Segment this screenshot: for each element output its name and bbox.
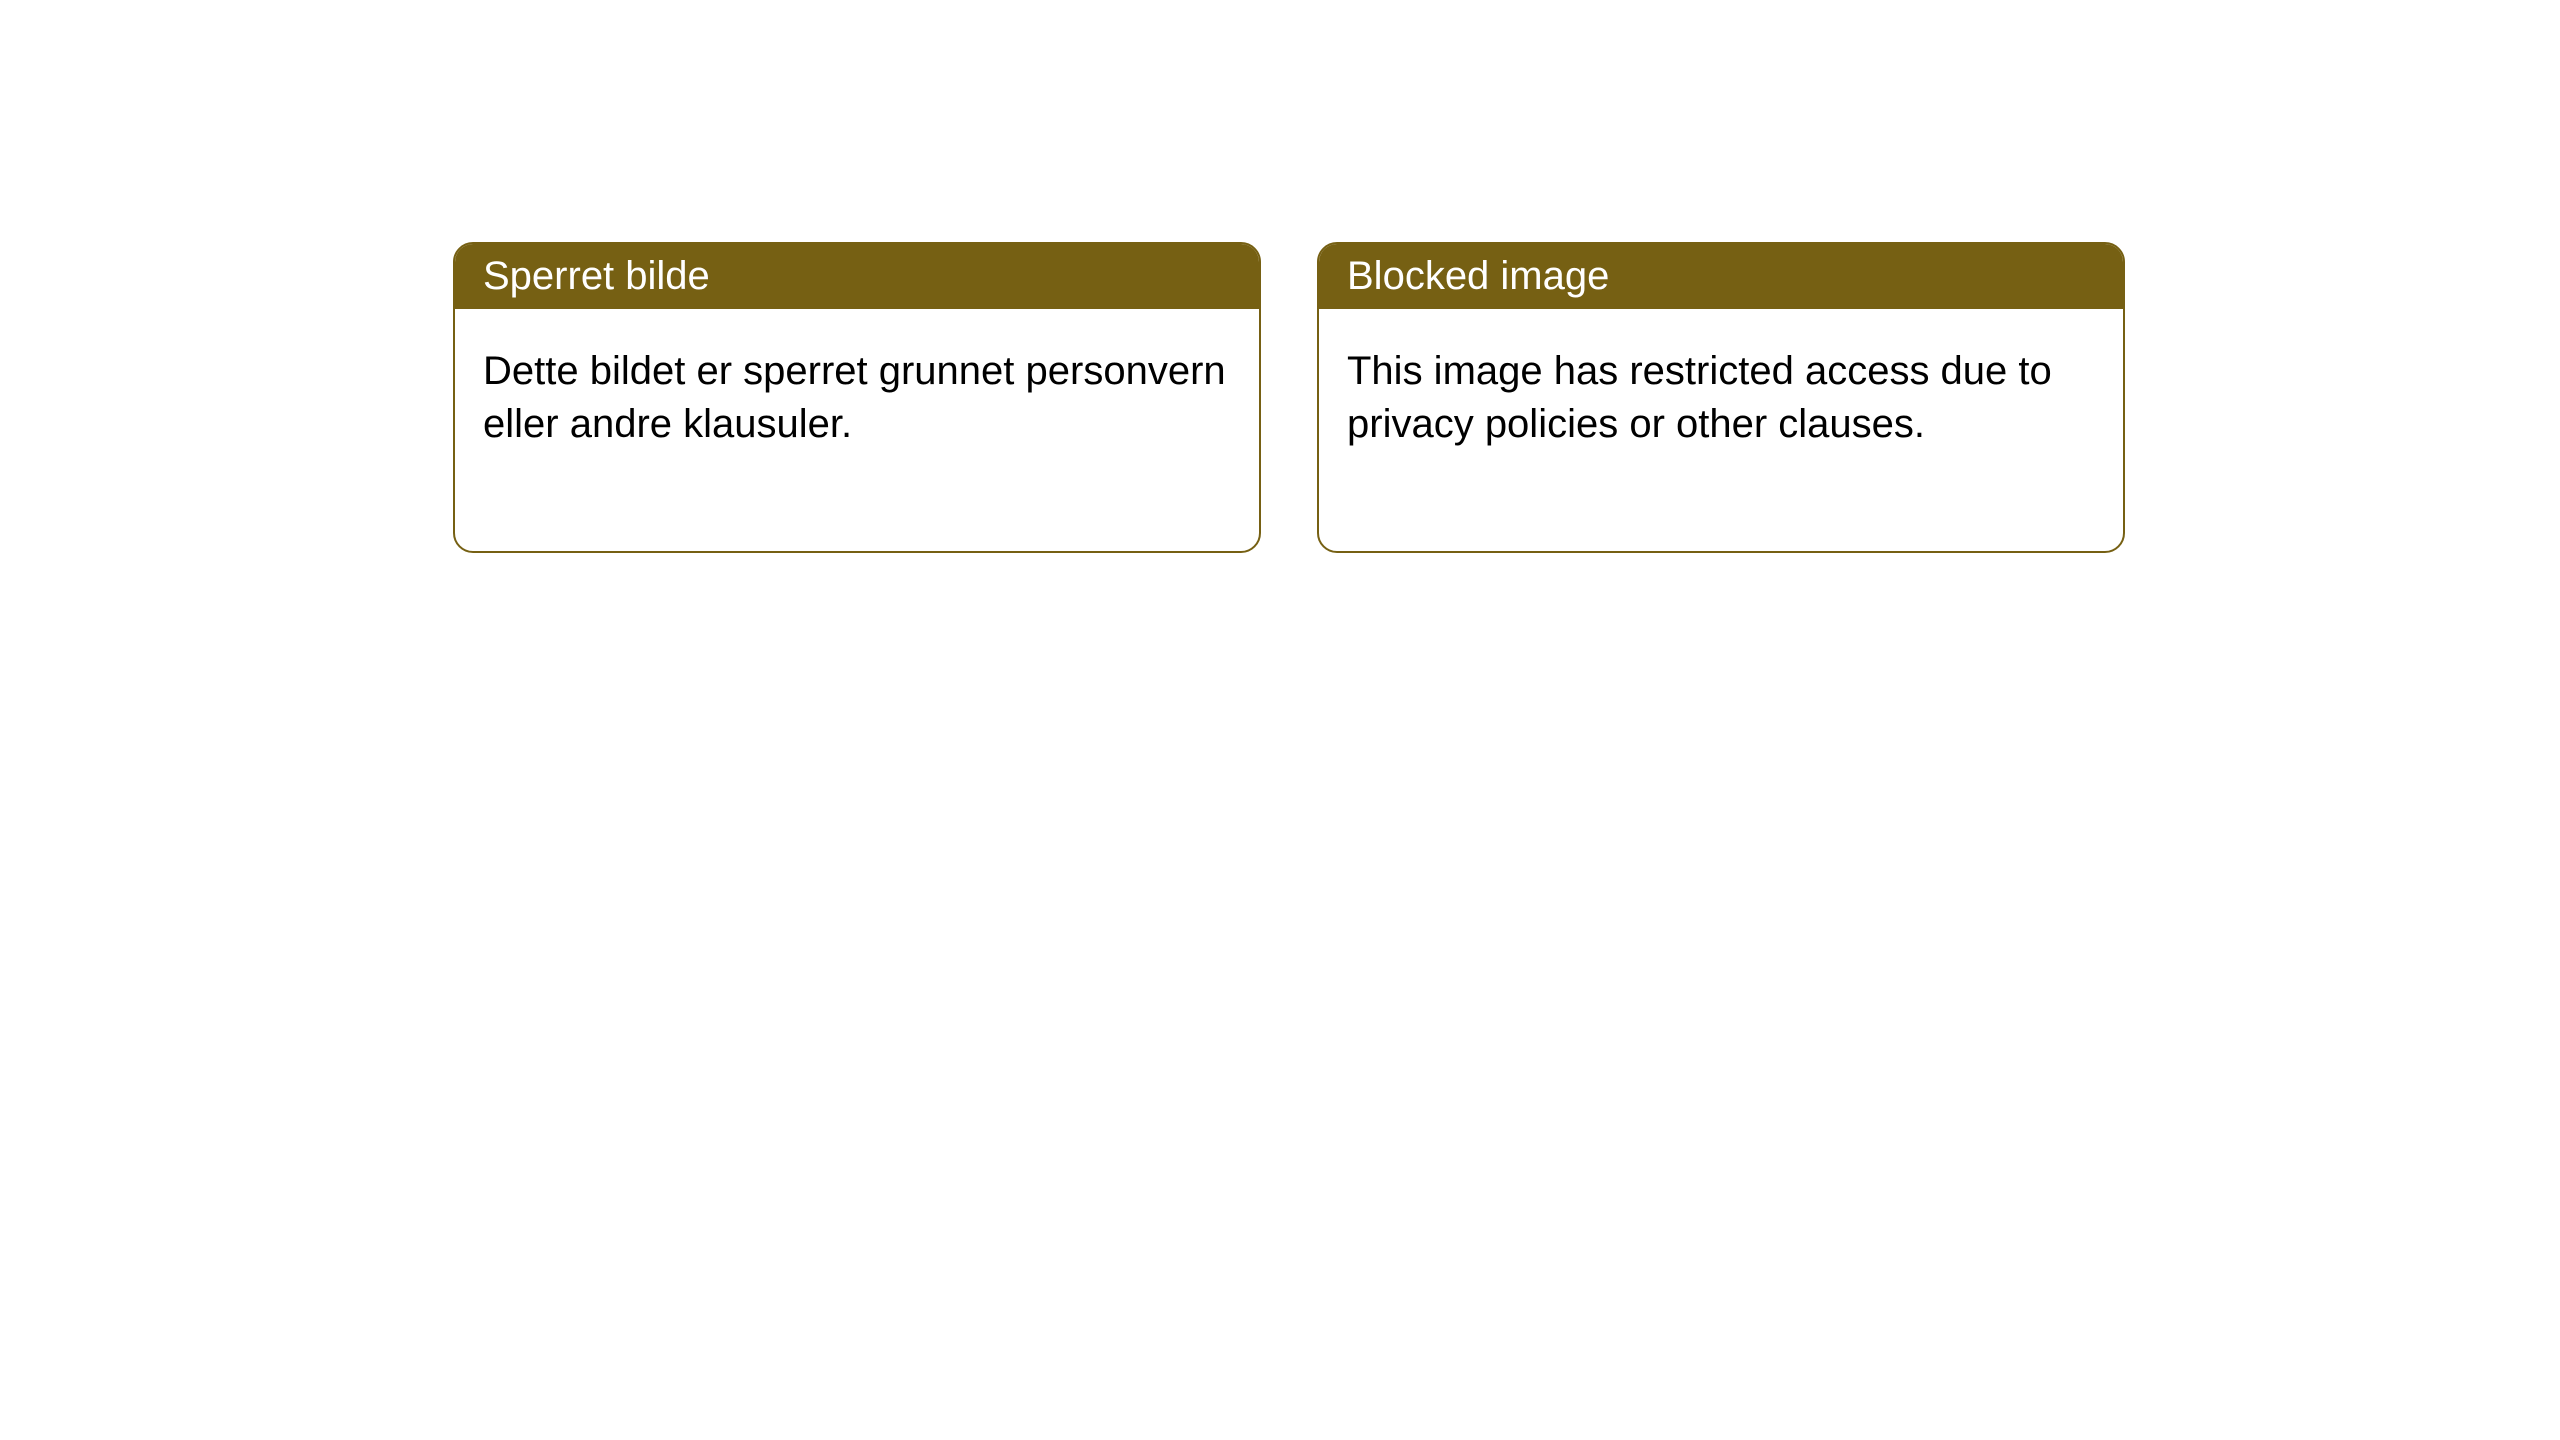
notice-header: Blocked image [1319,244,2123,309]
notice-card-norwegian: Sperret bilde Dette bildet er sperret gr… [453,242,1261,553]
notice-card-english: Blocked image This image has restricted … [1317,242,2125,553]
notice-body: This image has restricted access due to … [1319,309,2123,551]
notice-header: Sperret bilde [455,244,1259,309]
notice-body: Dette bildet er sperret grunnet personve… [455,309,1259,551]
notice-container: Sperret bilde Dette bildet er sperret gr… [0,0,2560,553]
